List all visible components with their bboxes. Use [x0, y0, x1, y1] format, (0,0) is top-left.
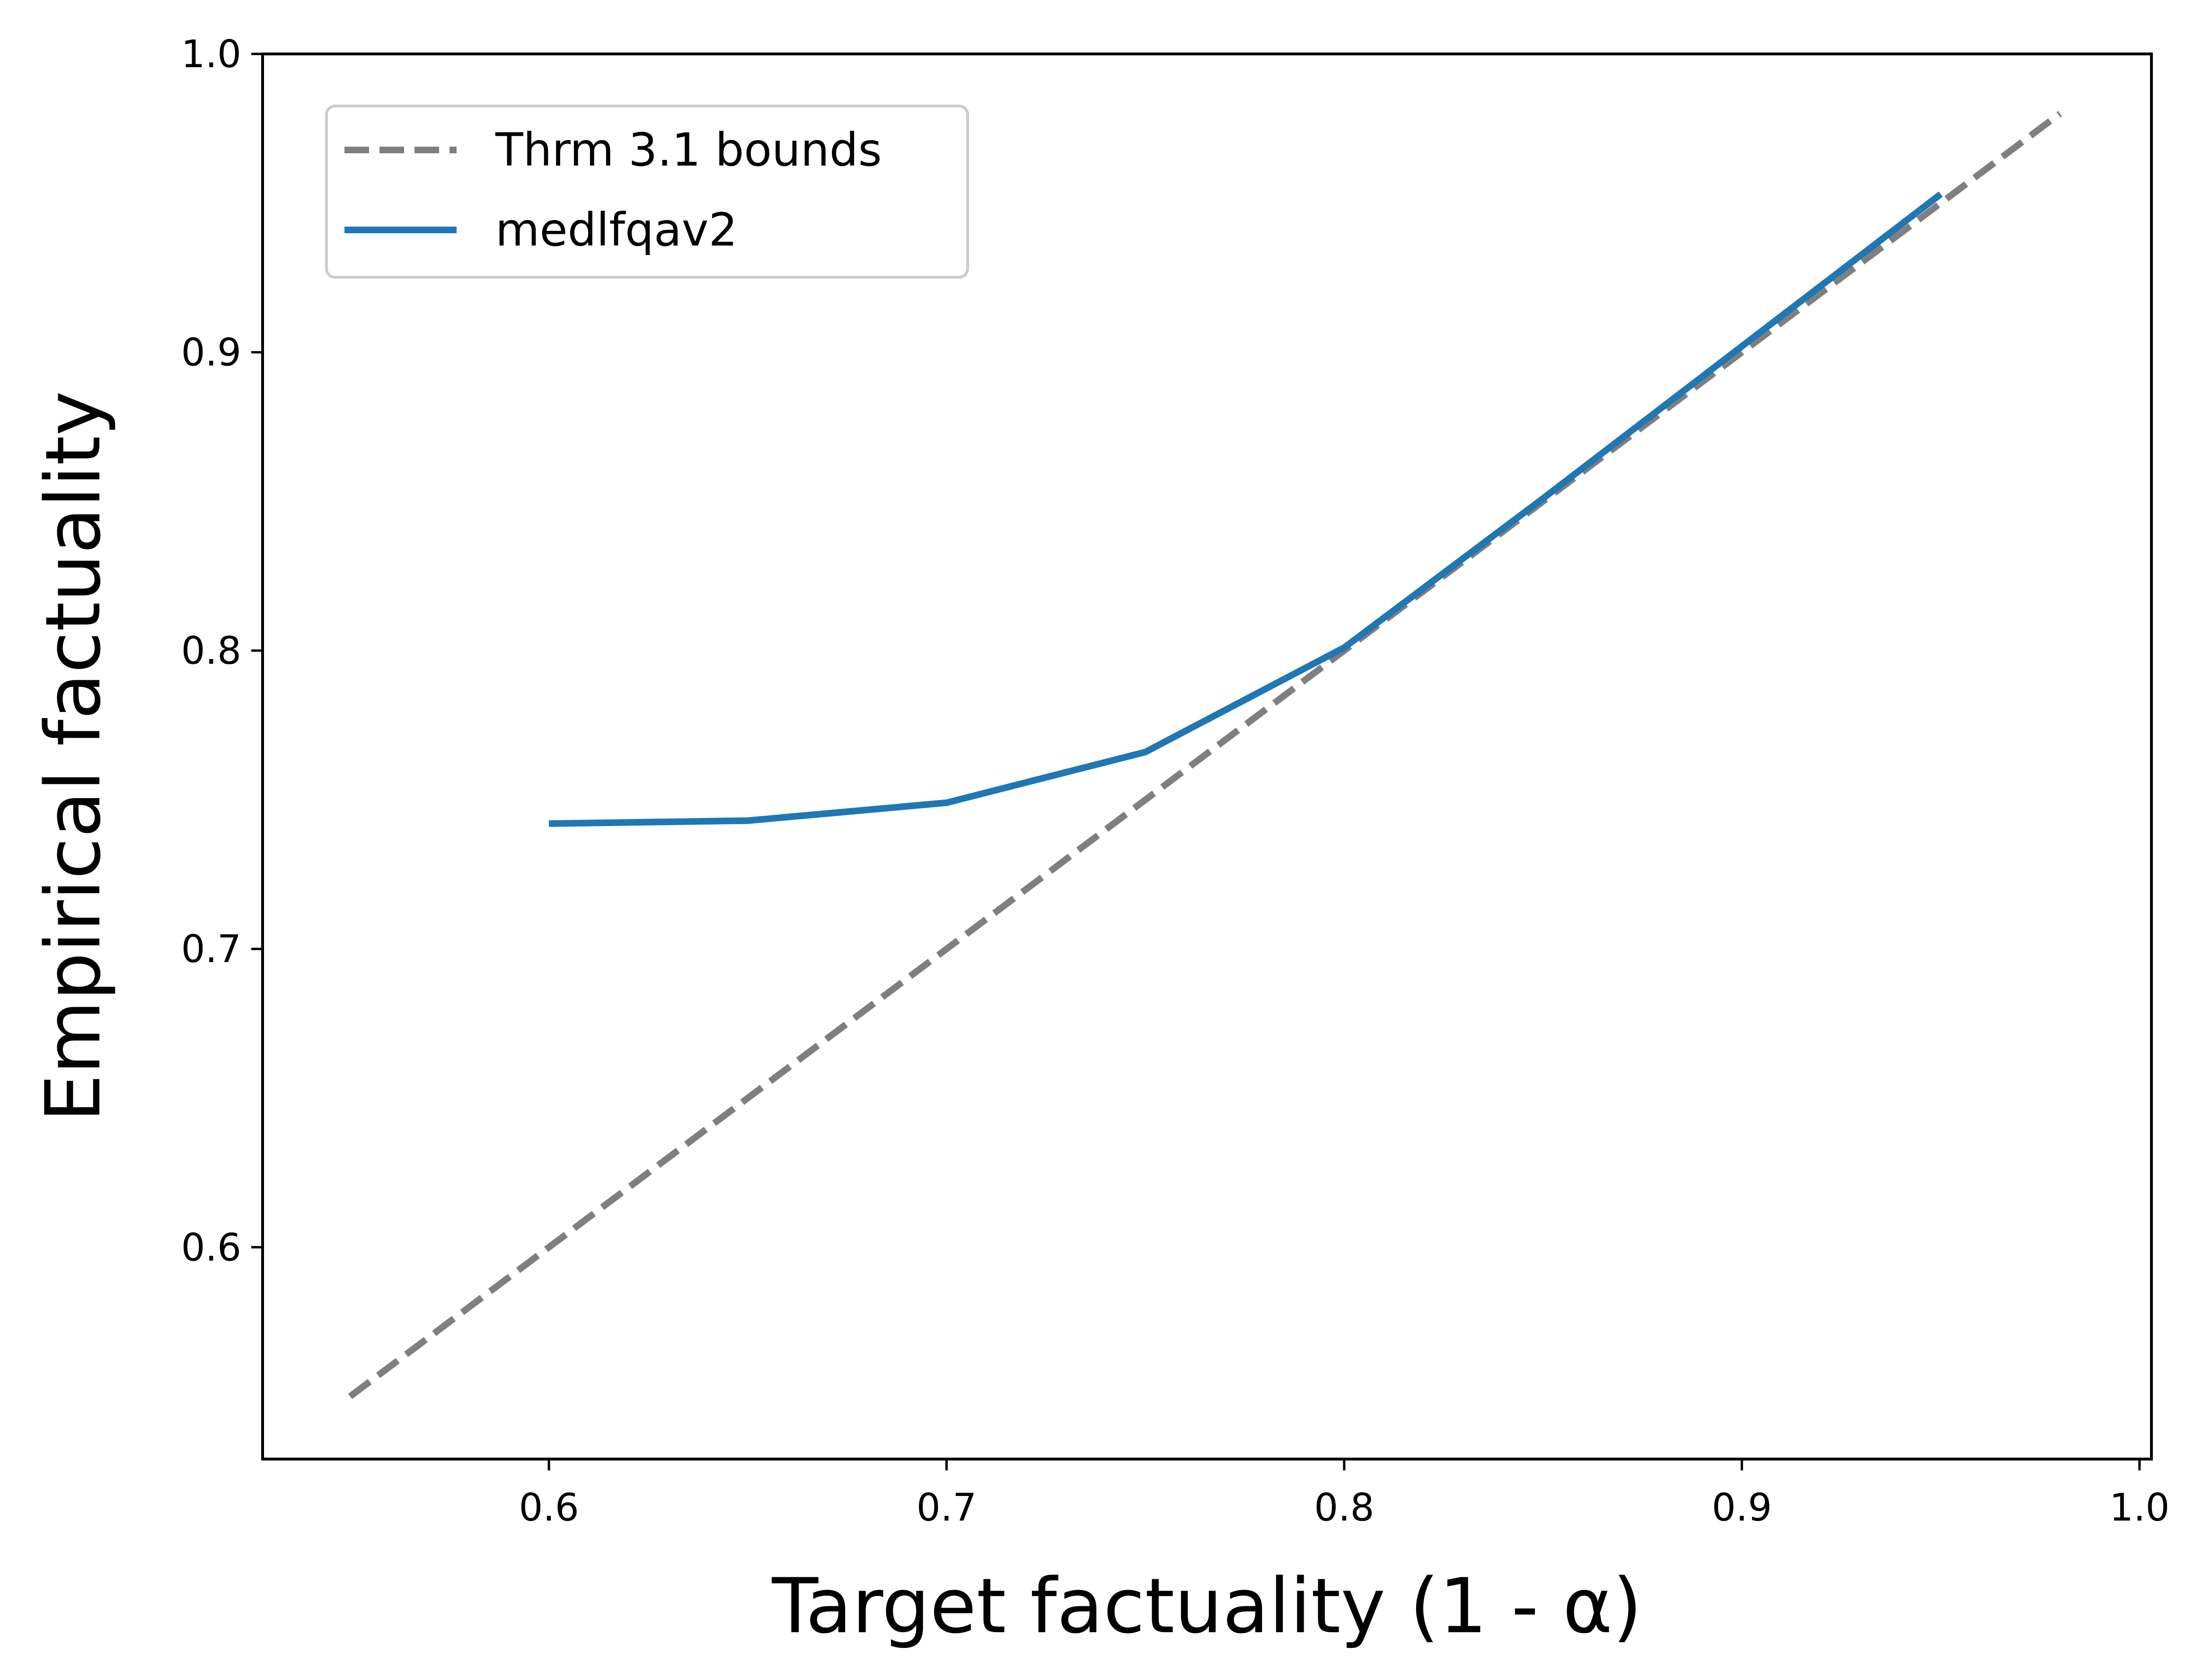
y-axis-title: Empirical factuality [29, 391, 117, 1122]
legend: Thrm 3.1 bounds medlfqav2 [325, 105, 969, 279]
y-tick-label: 0.8 [181, 629, 241, 673]
x-tick-label: 0.7 [917, 1486, 977, 1530]
legend-label-medlfqav2: medlfqav2 [495, 203, 738, 256]
y-tick-label: 0.7 [181, 927, 241, 971]
x-tick-label: 0.6 [519, 1486, 579, 1530]
y-tick-label: 0.6 [181, 1225, 241, 1269]
x-tick-label: 0.8 [1314, 1486, 1374, 1530]
x-axis-ticks: 0.6 0.7 0.8 0.9 1.0 [519, 1459, 2169, 1530]
series-layer [348, 111, 2062, 1399]
y-tick-label: 1.0 [181, 32, 241, 76]
x-tick-label: 0.9 [1712, 1486, 1772, 1530]
legend-box [325, 105, 969, 279]
series-line-thrm-3-1-bounds [348, 111, 2062, 1399]
x-tick-label: 1.0 [2109, 1486, 2169, 1530]
series-line-medlfqav2 [548, 191, 1943, 827]
y-tick-label: 0.9 [181, 331, 241, 375]
x-axis-title: Target factuality (1 - α) [771, 1562, 1642, 1650]
legend-label-thrm-bounds: Thrm 3.1 bounds [495, 123, 882, 176]
y-axis-ticks: 0.6 0.7 0.8 0.9 1.0 [181, 32, 263, 1269]
